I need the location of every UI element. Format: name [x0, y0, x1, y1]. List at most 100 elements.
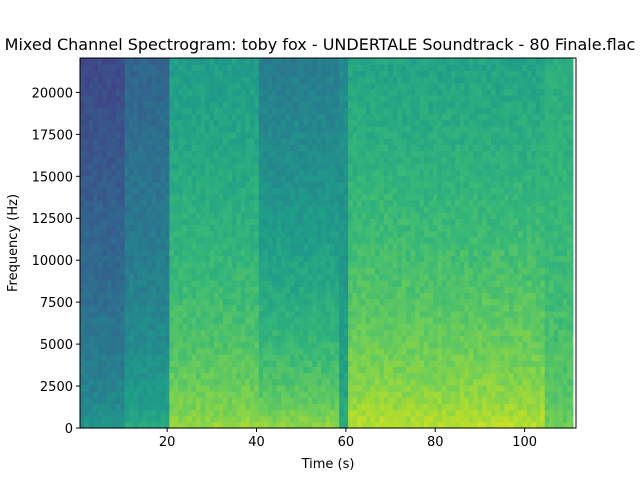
spectrogram-cell	[151, 236, 157, 244]
spectrogram-cell	[182, 138, 188, 145]
spectrogram-cell	[115, 175, 121, 182]
spectrogram-cell	[236, 113, 242, 121]
spectrogram-cell	[294, 317, 300, 324]
spectrogram-cell	[155, 218, 162, 226]
spectrogram-cell	[290, 236, 296, 244]
spectrogram-cell	[240, 169, 246, 176]
spectrogram-cell	[97, 150, 103, 158]
spectrogram-cell	[406, 119, 412, 127]
spectrogram-cell	[97, 230, 103, 238]
spectrogram-cell	[433, 119, 439, 127]
spectrogram-cell	[379, 347, 385, 355]
spectrogram-cell	[379, 397, 385, 404]
spectrogram-cell	[93, 76, 99, 84]
spectrogram-cell	[196, 378, 202, 386]
spectrogram-cell	[182, 360, 188, 367]
spectrogram-cell	[214, 138, 220, 145]
spectrogram-cell	[88, 409, 95, 417]
spectrogram-cell	[240, 76, 246, 84]
spectrogram-cell	[361, 372, 367, 380]
spectrogram-cell	[249, 95, 255, 102]
spectrogram-cell	[263, 280, 269, 287]
spectrogram-cell	[111, 273, 117, 281]
spectrogram-cell	[290, 280, 296, 287]
spectrogram-cell	[182, 317, 188, 324]
spectrogram-cell	[410, 384, 416, 392]
spectrogram-cell	[102, 335, 108, 343]
spectrogram-cell	[348, 415, 354, 423]
spectrogram-cell	[446, 249, 452, 256]
spectrogram-cell	[222, 323, 229, 330]
spectrogram-cell	[245, 409, 251, 417]
spectrogram-cell	[182, 156, 188, 164]
spectrogram-cell	[397, 310, 403, 318]
spectrogram-cell	[267, 193, 273, 201]
spectrogram-cell	[276, 144, 282, 152]
spectrogram-cell	[361, 286, 367, 293]
spectrogram-cell	[222, 181, 229, 189]
spectrogram-cell	[410, 150, 416, 158]
spectrogram-cell	[276, 317, 282, 324]
spectrogram-cell	[441, 329, 448, 337]
spectrogram-cell	[325, 304, 331, 312]
spectrogram-cell	[285, 378, 291, 386]
spectrogram-cell	[339, 212, 345, 219]
spectrogram-cell	[446, 193, 452, 201]
spectrogram-cell	[321, 310, 327, 318]
spectrogram-cell	[428, 76, 434, 84]
spectrogram-cell	[245, 249, 251, 256]
spectrogram-cell	[392, 193, 398, 201]
spectrogram-cell	[106, 360, 112, 367]
spectrogram-cell	[285, 212, 291, 219]
spectrogram-cell	[312, 384, 318, 392]
spectrogram-cell	[106, 335, 112, 343]
spectrogram-cell	[379, 119, 385, 127]
spectrogram-cell	[298, 181, 305, 189]
spectrogram-cell	[298, 329, 305, 337]
spectrogram-cell	[115, 384, 121, 392]
spectrogram-cell	[272, 107, 278, 115]
spectrogram-cell	[272, 175, 278, 182]
spectrogram-cell	[106, 397, 112, 404]
spectrogram-cell	[410, 156, 416, 164]
spectrogram-cell	[115, 372, 121, 380]
spectrogram-cell	[339, 206, 345, 213]
spectrogram-cell	[321, 156, 327, 164]
spectrogram-cell	[200, 273, 206, 281]
spectrogram-cell	[200, 218, 206, 226]
spectrogram-cell	[196, 298, 202, 306]
spectrogram-cell	[214, 113, 220, 121]
spectrogram-cell	[307, 354, 313, 361]
spectrogram-cell	[164, 335, 170, 343]
spectrogram-cell	[281, 366, 287, 374]
spectrogram-cell	[352, 415, 358, 423]
spectrogram-cell	[330, 421, 336, 429]
spectrogram-cell	[374, 335, 380, 343]
spectrogram-cell	[155, 261, 162, 269]
spectrogram-cell	[285, 298, 291, 306]
spectrogram-cell	[97, 286, 103, 293]
spectrogram-cell	[357, 391, 363, 398]
spectrogram-cell	[178, 397, 184, 404]
spectrogram-cell	[276, 138, 282, 145]
spectrogram-cell	[450, 378, 456, 386]
spectrogram-cell	[316, 403, 322, 411]
spectrogram-cell	[196, 156, 202, 164]
spectrogram-cell	[343, 378, 349, 386]
spectrogram-cell	[93, 372, 99, 380]
spectrogram-cell	[120, 243, 126, 250]
spectrogram-cell	[307, 397, 313, 404]
spectrogram-cell	[410, 82, 416, 90]
spectrogram-cell	[196, 372, 202, 380]
spectrogram-cell	[298, 169, 305, 176]
spectrogram-cell	[321, 335, 327, 343]
spectrogram-cell	[433, 101, 439, 108]
spectrogram-cell	[151, 181, 157, 189]
spectrogram-cell	[285, 243, 291, 250]
spectrogram-cell	[245, 292, 251, 300]
spectrogram-cell	[173, 82, 179, 90]
spectrogram-cell	[285, 199, 291, 207]
spectrogram-cell	[124, 156, 130, 164]
spectrogram-cell	[303, 280, 309, 287]
spectrogram-cell	[330, 415, 336, 423]
